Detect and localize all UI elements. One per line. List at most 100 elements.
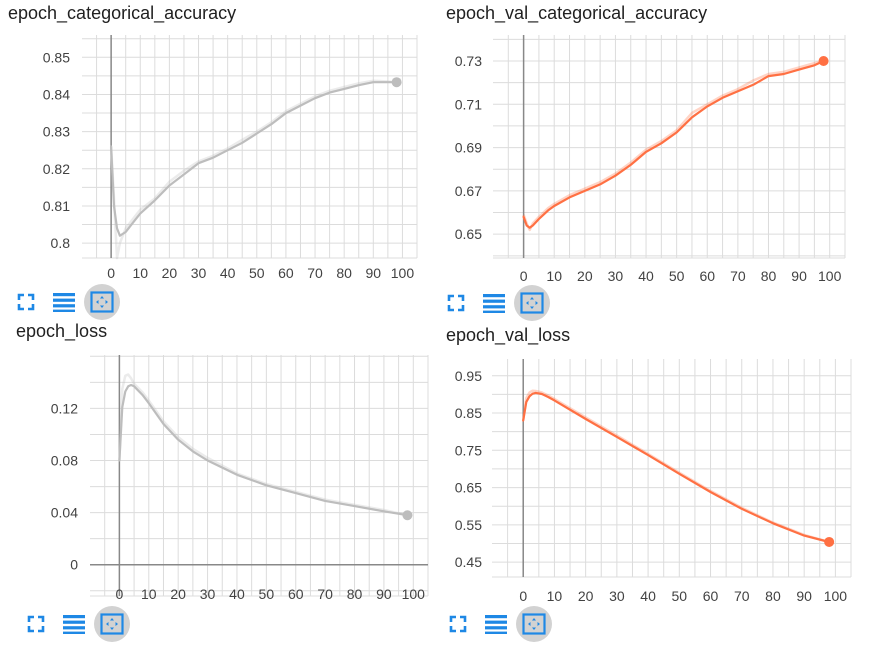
fullscreen-icon (446, 293, 466, 313)
series-line-raw (118, 373, 408, 517)
x-tick-label: 10 (546, 268, 562, 284)
x-tick-label: 20 (577, 268, 593, 284)
x-tick-label: 30 (191, 265, 207, 281)
y-tick-label: 0 (70, 557, 78, 573)
list-button[interactable] (476, 285, 512, 321)
x-tick-label: 90 (796, 588, 812, 604)
y-tick-label: 0.08 (51, 453, 78, 469)
fit-domain-button[interactable] (514, 285, 550, 321)
series-end-point (818, 55, 829, 66)
x-tick-label: 90 (366, 265, 382, 281)
x-tick-label: 100 (818, 268, 842, 284)
fit-domain-icon (520, 292, 544, 314)
list-icon (52, 291, 76, 313)
fullscreen-button[interactable] (8, 284, 44, 320)
y-tick-label: 0.45 (455, 554, 482, 570)
chart-title: epoch_categorical_accuracy (8, 3, 237, 23)
fullscreen-icon (448, 614, 468, 634)
x-tick-label: 60 (699, 268, 715, 284)
chart-toolbar (8, 284, 122, 320)
x-tick-label: 50 (259, 586, 275, 602)
chart-title: epoch_val_loss (446, 325, 571, 345)
fit-domain-button[interactable] (84, 284, 120, 320)
x-tick-label: 50 (672, 588, 688, 604)
x-tick-label: 70 (734, 588, 750, 604)
chart-title: epoch_val_categorical_accuracy (446, 3, 708, 23)
y-tick-label: 0.04 (51, 505, 78, 521)
fullscreen-button[interactable] (440, 606, 476, 642)
y-tick-label: 0.82 (43, 161, 70, 177)
x-tick-label: 40 (220, 265, 236, 281)
y-tick-label: 0.75 (455, 442, 482, 458)
chart-plot: 0 10 20 30 40 50 60 70 80 90 100 0.8 0.81 0.82 0.83 0.8… (43, 35, 418, 281)
chart-plot: 0 10 20 30 40 50 60 70 80 90 100 0 0.04 0.08 0.12 (51, 355, 429, 602)
x-tick-label: 30 (609, 588, 625, 604)
x-tick-label: 70 (307, 265, 323, 281)
chart-toolbar (18, 606, 132, 642)
chart-toolbar (438, 285, 552, 321)
x-tick-label: 20 (162, 265, 178, 281)
x-tick-label: 50 (249, 265, 265, 281)
y-tick-label: 0.85 (43, 49, 70, 65)
fit-domain-button[interactable] (94, 606, 130, 642)
y-tick-label: 0.95 (455, 368, 482, 384)
chart-title: epoch_loss (16, 321, 108, 341)
y-tick-label: 0.84 (43, 86, 70, 102)
series-line-raw (109, 79, 397, 260)
x-tick-label: 70 (317, 586, 333, 602)
fullscreen-button[interactable] (18, 606, 54, 642)
x-tick-label: 10 (547, 588, 563, 604)
chart-panel-epoch-loss: epoch_loss 0 10 20 30 40 50 60 70 80 90 100 0 0.04 0.… (0, 318, 430, 642)
x-tick-label: 20 (170, 586, 186, 602)
y-tick-label: 0.65 (455, 480, 482, 496)
series-line (522, 59, 825, 229)
fullscreen-icon (26, 614, 46, 634)
series-line (522, 391, 831, 544)
y-tick-label: 0.67 (455, 183, 482, 199)
x-tick-label: 40 (638, 268, 654, 284)
chart-plot: 0 10 20 30 40 50 60 70 80 90 100 0.65 0.67 0.69 0.71 0.… (455, 35, 846, 284)
x-tick-label: 100 (391, 265, 415, 281)
y-tick-label: 0.12 (51, 400, 78, 416)
list-button[interactable] (478, 606, 514, 642)
x-tick-label: 80 (336, 265, 352, 281)
x-tick-label: 30 (608, 268, 624, 284)
list-icon (62, 613, 86, 635)
fit-domain-icon (522, 613, 546, 635)
chart-panel-epoch-categorical-accuracy: epoch_categorical_accuracy 0 10 20 30 40 50 60… (0, 0, 430, 320)
y-tick-label: 0.65 (455, 226, 482, 242)
x-tick-label: 60 (278, 265, 294, 281)
x-tick-label: 50 (669, 268, 685, 284)
x-tick-label: 40 (640, 588, 656, 604)
fullscreen-button[interactable] (438, 285, 474, 321)
fit-domain-icon (100, 613, 124, 635)
y-tick-label: 0.71 (455, 96, 482, 112)
list-icon (484, 613, 508, 635)
list-button[interactable] (56, 606, 92, 642)
x-tick-label: 0 (107, 265, 115, 281)
series-line-raw (522, 59, 824, 232)
y-tick-label: 0.69 (455, 140, 482, 156)
x-tick-label: 80 (761, 268, 777, 284)
x-tick-label: 10 (132, 265, 148, 281)
chart-toolbar (440, 606, 554, 642)
series-end-point (391, 77, 402, 88)
chart-panel-epoch-val-categorical-accuracy: epoch_val_categorical_accuracy 0 10 20 30 40… (438, 0, 868, 321)
y-tick-label: 0.81 (43, 198, 70, 214)
fit-domain-button[interactable] (516, 606, 552, 642)
series-line (118, 383, 409, 517)
x-tick-label: 0 (115, 586, 123, 602)
x-tick-label: 60 (288, 586, 304, 602)
chart-plot: 0 10 20 30 40 50 60 70 80 90 100 0.45 0.55 0.65 0.75 0.… (455, 359, 852, 604)
chart-panel-epoch-val-loss: epoch_val_loss 0 10 20 30 40 50 60 70 80 90 100 0.4… (438, 322, 868, 642)
x-tick-label: 40 (229, 586, 245, 602)
x-tick-label: 0 (520, 268, 528, 284)
list-button[interactable] (46, 284, 82, 320)
x-tick-label: 10 (141, 586, 157, 602)
y-tick-label: 0.73 (455, 53, 482, 69)
fullscreen-icon (16, 292, 36, 312)
x-tick-label: 90 (791, 268, 807, 284)
x-tick-label: 20 (578, 588, 594, 604)
x-tick-label: 0 (519, 588, 527, 604)
x-tick-label: 80 (765, 588, 781, 604)
